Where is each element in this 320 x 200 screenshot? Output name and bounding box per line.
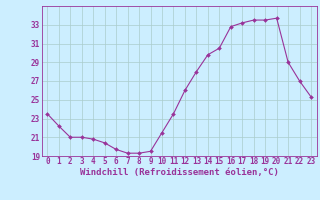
X-axis label: Windchill (Refroidissement éolien,°C): Windchill (Refroidissement éolien,°C) <box>80 168 279 177</box>
